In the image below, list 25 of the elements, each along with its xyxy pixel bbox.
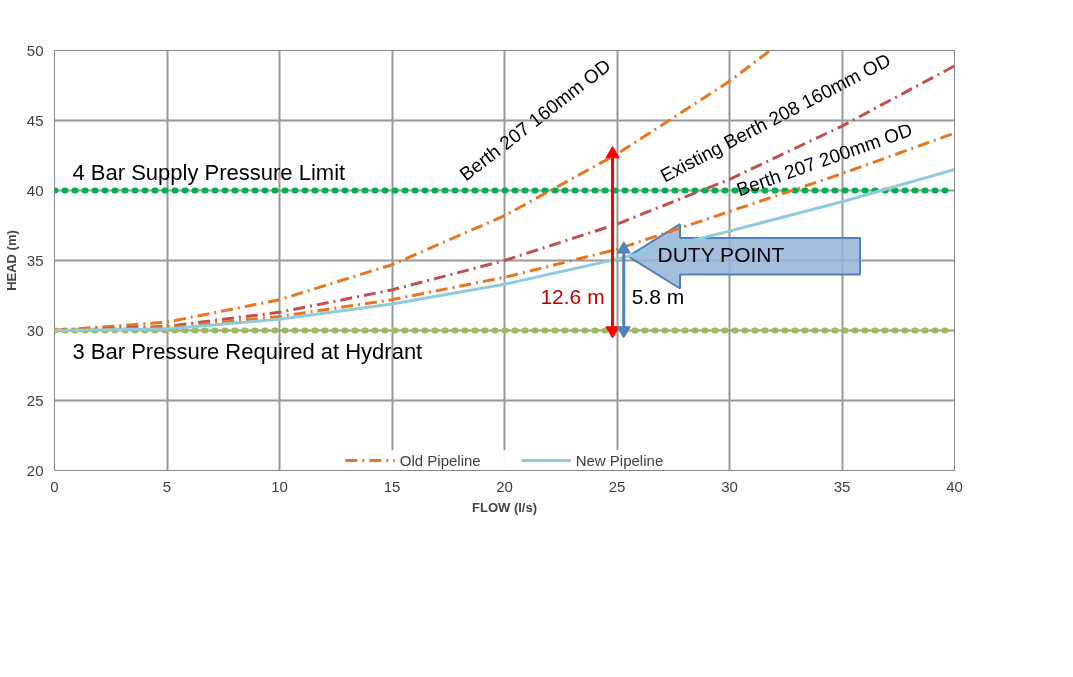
legend-label: New Pipeline [575,451,664,469]
y-tick-label: 50 [26,41,44,59]
y-axis-title: HEAD (m) [3,230,19,291]
x-tick-label: 5 [162,477,172,495]
x-tick-label: 20 [496,477,513,495]
y-tick-label: 40 [26,181,44,199]
legend-label: Old Pipeline [399,451,481,469]
annotation: 5.8 m [631,285,685,309]
x-tick-label: 0 [50,477,59,495]
ref-line-label: 4 Bar Supply Pressure Limit [72,159,346,185]
x-tick-label: 25 [608,477,626,495]
y-tick-label: 20 [26,461,44,479]
x-tick-label: 35 [833,477,851,495]
y-tick-label: 35 [26,251,44,269]
annotation: 12.6 m [540,285,605,309]
y-tick-label: 25 [26,391,44,409]
x-tick-label: 15 [383,477,401,495]
annotation: DUTY POINT [657,243,785,267]
x-tick-label: 40 [946,477,963,495]
y-tick-label: 30 [26,321,44,339]
x-tick-label: 30 [721,477,738,495]
ref-line-label: 3 Bar Pressure Required at Hydrant [72,338,423,364]
x-tick-label: 10 [271,477,288,495]
x-axis-title: FLOW (l/s) [472,499,538,515]
y-tick-label: 45 [26,111,44,129]
